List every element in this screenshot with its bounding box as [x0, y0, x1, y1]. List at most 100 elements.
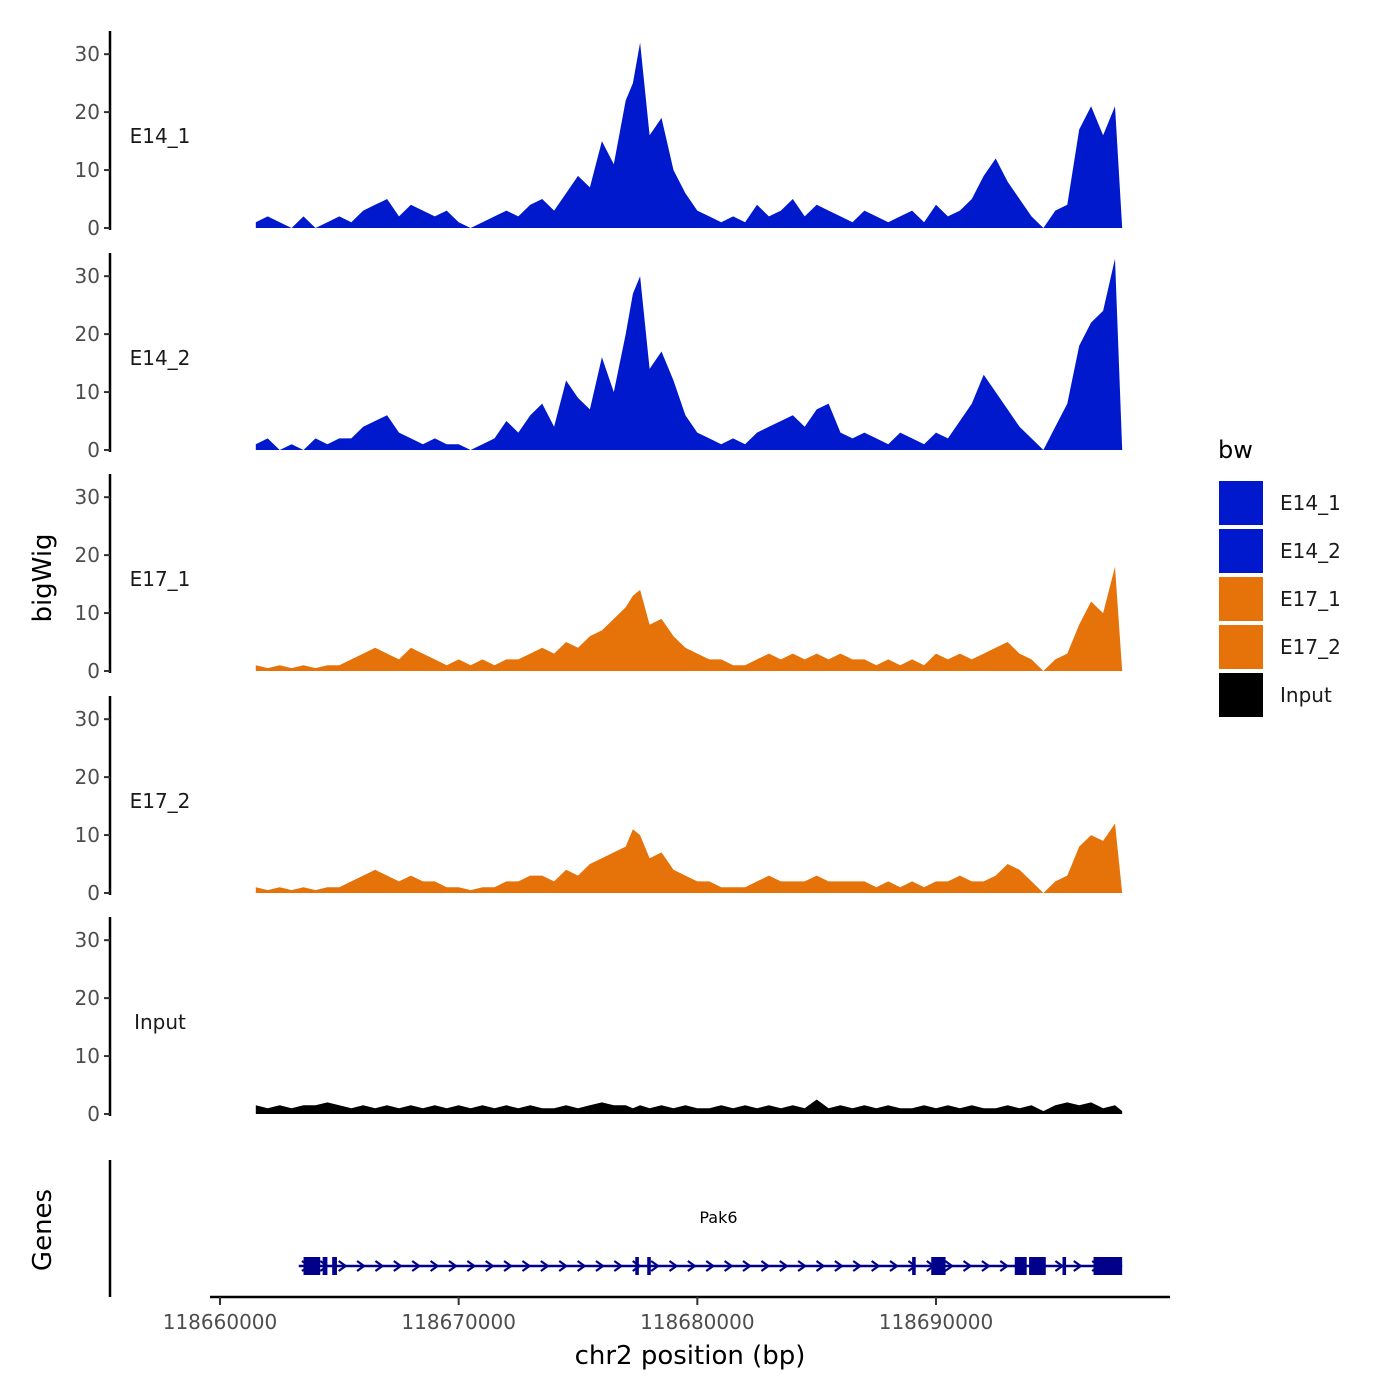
legend-label: E14_2 [1280, 539, 1341, 563]
y-tick-label: 30 [75, 485, 100, 509]
strand-chevron [870, 1260, 881, 1272]
strand-chevron [723, 1260, 734, 1272]
strand-chevron [760, 1260, 771, 1272]
strand-chevron [815, 1260, 826, 1272]
strand-chevron [356, 1260, 366, 1272]
strand-chevron [632, 1260, 642, 1272]
y-tick-label: 20 [75, 543, 100, 567]
panel-sample-label: Input [134, 1010, 186, 1034]
panel-e14-1: 0 10 20 30 E14_1 [75, 31, 1123, 240]
strand-chevron [448, 1260, 458, 1272]
legend-label: Input [1280, 683, 1332, 707]
strand-chevron [889, 1260, 899, 1272]
gene-exon [1093, 1257, 1123, 1275]
y-tick-label: 10 [75, 158, 100, 182]
genes-track-title: Genes [28, 1189, 58, 1271]
gene-exon [332, 1257, 337, 1275]
legend-swatch-input [1217, 671, 1265, 719]
panel-e17-1: 0 10 20 30 E17_1 [75, 474, 1123, 683]
y-tick-label: 0 [87, 438, 100, 462]
legend-title: bw [1218, 436, 1253, 464]
strand-chevron [742, 1260, 752, 1272]
strand-chevron [521, 1260, 532, 1272]
strand-chevron [944, 1260, 955, 1272]
strand-chevron [485, 1260, 495, 1272]
strand-chevron [962, 1260, 973, 1272]
coverage-panels: 0 10 20 30 E14_1 0 10 20 30 E14_2 0 10 20 30 E17_1 0 10 2… [75, 31, 1123, 1126]
coverage-area-e14-1 [255, 42, 1123, 228]
strand-chevron [411, 1260, 422, 1272]
y-tick-label: 0 [87, 881, 100, 905]
legend-label: E14_1 [1280, 491, 1341, 515]
panel-sample-label: E17_1 [130, 567, 191, 591]
y-tick-label: 20 [75, 986, 100, 1010]
x-axis-title: chr2 position (bp) [575, 1341, 806, 1371]
strand-chevron [503, 1260, 513, 1272]
strand-chevron [779, 1260, 789, 1272]
y-tick-label: 0 [87, 1102, 100, 1126]
y-tick-label: 10 [75, 1044, 100, 1068]
panel-sample-label: E17_2 [130, 789, 191, 813]
coverage-area-e17-1 [255, 566, 1123, 671]
panel-e17-2: 0 10 20 30 E17_2 [75, 696, 1123, 905]
gene-exon [931, 1257, 946, 1275]
y-tick-label: 0 [87, 659, 100, 683]
y-tick-label: 10 [75, 601, 100, 625]
x-axis: 118660000 118670000 118680000 118690000 [163, 1295, 1170, 1334]
x-tick-label: 118680000 [640, 1310, 755, 1334]
gene-exon [1062, 1257, 1067, 1275]
y-tick-label: 30 [75, 42, 100, 66]
strand-chevron [374, 1260, 385, 1272]
gene-exon [635, 1257, 639, 1275]
strand-chevron [1073, 1260, 1083, 1272]
strand-chevron [576, 1260, 587, 1272]
strand-chevron [540, 1260, 550, 1272]
strand-chevron [834, 1260, 844, 1272]
strand-chevron [1054, 1260, 1065, 1272]
strand-chevron [797, 1260, 808, 1272]
coverage-area-input [255, 1099, 1123, 1114]
y-axis-title: bigWig [28, 533, 58, 622]
panel-sample-label: E14_1 [130, 124, 191, 148]
gene-name-label: Pak6 [699, 1208, 737, 1227]
strand-chevron [466, 1260, 477, 1272]
gene-exon [912, 1257, 916, 1275]
y-tick-label: 20 [75, 765, 100, 789]
strand-chevron [981, 1260, 991, 1272]
gene-exon [647, 1257, 651, 1275]
gene-exon [322, 1257, 328, 1275]
legend-label: E17_2 [1280, 635, 1341, 659]
strand-chevron [852, 1260, 863, 1272]
x-tick-label: 118670000 [401, 1310, 516, 1334]
legend-label: E17_1 [1280, 587, 1341, 611]
gene-exon [303, 1257, 321, 1275]
panel-e14-2: 0 10 20 30 E14_2 [75, 253, 1123, 462]
strand-chevron [650, 1260, 660, 1272]
x-tick-label: 118690000 [879, 1310, 994, 1334]
legend: bw E14_1 E14_2 E17_1 E17_2 Input [1217, 436, 1341, 719]
y-tick-label: 20 [75, 322, 100, 346]
x-tick-label: 118660000 [163, 1310, 278, 1334]
legend-swatch-e17-1 [1217, 575, 1265, 623]
y-tick-label: 30 [75, 264, 100, 288]
y-tick-label: 30 [75, 928, 100, 952]
strand-chevron [558, 1260, 569, 1272]
genes-track: Pak6 [108, 1160, 1123, 1297]
panel-sample-label: E14_2 [130, 346, 191, 370]
y-tick-label: 10 [75, 380, 100, 404]
strand-chevron [705, 1260, 716, 1272]
legend-swatch-e14-2 [1217, 527, 1265, 575]
y-tick-label: 10 [75, 823, 100, 847]
strand-chevron [338, 1260, 348, 1272]
coverage-area-e17-2 [255, 823, 1123, 893]
strand-chevron [999, 1260, 1010, 1272]
strand-chevron [429, 1260, 440, 1272]
panel-input: 0 10 20 30 Input [75, 917, 1123, 1126]
legend-swatch-e14-1 [1217, 479, 1265, 527]
strand-chevron [595, 1260, 605, 1272]
strand-chevron [393, 1260, 403, 1272]
gene-exon [1014, 1257, 1027, 1275]
y-tick-label: 30 [75, 707, 100, 731]
strand-chevron [613, 1260, 624, 1272]
